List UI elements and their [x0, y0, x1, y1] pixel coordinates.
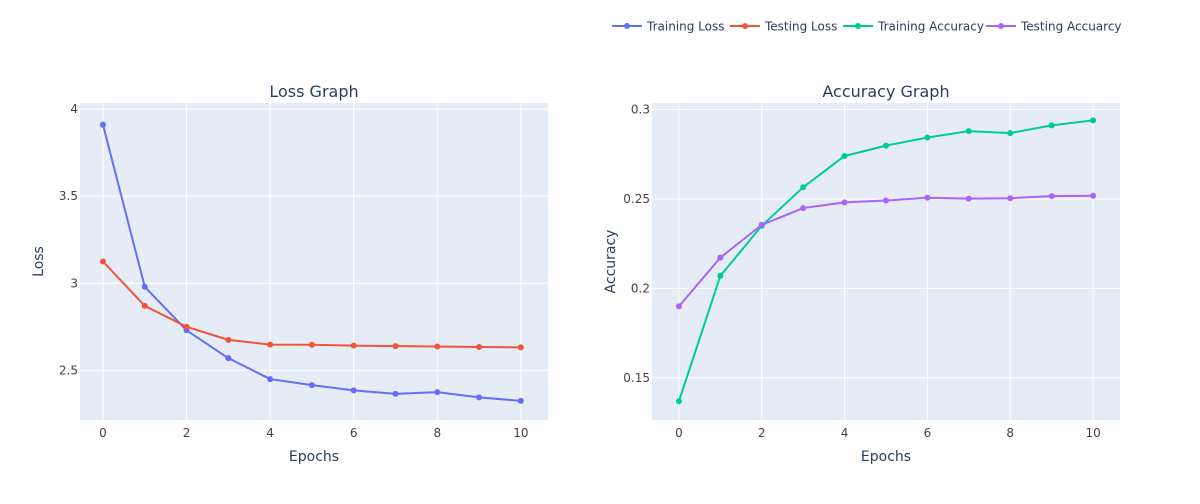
training-accuracy-point[interactable]: [1007, 130, 1014, 137]
loss-x-tick-label: 0: [99, 426, 107, 440]
legend-item[interactable]: Training Accuracy: [843, 20, 984, 34]
testing-loss-point[interactable]: [392, 343, 399, 350]
testing-loss-series: [99, 258, 524, 351]
testing-accuarcy-point[interactable]: [924, 194, 931, 201]
testing-loss-point[interactable]: [350, 342, 357, 349]
loss-y-tick-label: 2.5: [59, 363, 78, 377]
legend-swatch-marker: [998, 23, 1004, 29]
training-loss-point[interactable]: [308, 382, 315, 389]
training-loss-point[interactable]: [476, 394, 483, 401]
testing-loss-point[interactable]: [141, 302, 148, 309]
accuracy-x-axis-label: Epochs: [861, 449, 911, 465]
testing-loss-point[interactable]: [476, 344, 483, 351]
training-accuracy-point[interactable]: [1048, 122, 1055, 129]
legend-item[interactable]: Training Loss: [612, 20, 724, 34]
training-loss-point[interactable]: [141, 283, 148, 290]
training-accuracy-point[interactable]: [883, 142, 889, 149]
training-accuracy-point[interactable]: [800, 184, 807, 191]
testing-loss-point[interactable]: [434, 343, 441, 350]
accuracy-x-tick-label: 8: [1006, 426, 1014, 440]
loss-x-tick-label: 2: [183, 426, 191, 440]
training-accuracy-point[interactable]: [717, 272, 724, 279]
legend-label: Training Loss: [646, 20, 724, 34]
loss-y-tick-label: 3: [70, 276, 78, 290]
testing-loss-point[interactable]: [308, 341, 315, 348]
accuracy-graph-panel: 0 2 4 6 8 10 0.15 0.2 0.25 0.3 Accuracy Graph Epoch…: [603, 82, 1120, 465]
loss-y-tick-label: 3.5: [59, 189, 78, 203]
training-loss-point[interactable]: [517, 397, 524, 404]
training-loss-point[interactable]: [99, 121, 106, 128]
testing-accuarcy-point[interactable]: [758, 221, 765, 228]
training-loss-point[interactable]: [350, 387, 357, 394]
accuracy-y-tick-label: 0.3: [631, 102, 650, 116]
training-loss-series: [99, 121, 524, 404]
training-accuracy-point[interactable]: [1090, 117, 1097, 124]
legend-swatch-marker: [742, 23, 748, 29]
testing-accuarcy-point[interactable]: [965, 195, 972, 202]
legend-item[interactable]: Testing Accuarcy: [986, 20, 1122, 34]
training-accuracy-point[interactable]: [924, 134, 931, 141]
accuracy-chart-title: Accuracy Graph: [822, 82, 949, 101]
testing-accuarcy-point[interactable]: [883, 197, 889, 204]
training-accuracy-point[interactable]: [965, 128, 972, 135]
training-loss-point[interactable]: [267, 376, 274, 383]
accuracy-y-tick-label: 0.25: [623, 192, 650, 206]
legend-swatch-marker: [624, 23, 630, 29]
accuracy-y-tick-label: 0.2: [631, 281, 650, 295]
training-loss-point[interactable]: [434, 389, 441, 396]
accuracy-x-tick-label: 0: [675, 426, 683, 440]
accuracy-x-tick-label: 6: [924, 426, 932, 440]
loss-graph-panel: 0 2 4 6 8 10 2.5 3 3.5 4 Loss Graph Epochs Loss: [31, 82, 548, 465]
loss-y-axis-label: Loss: [31, 246, 47, 277]
loss-chart-title: Loss Graph: [269, 82, 358, 101]
legend-label: Testing Loss: [764, 20, 837, 34]
loss-x-tick-label: 8: [433, 426, 441, 440]
testing-loss-point[interactable]: [267, 341, 274, 348]
testing-loss-point[interactable]: [517, 344, 524, 351]
training-accuracy-point[interactable]: [675, 398, 682, 405]
legend-label: Testing Accuarcy: [1020, 20, 1122, 34]
loss-x-axis-label: Epochs: [289, 449, 339, 465]
legend[interactable]: Training Loss Testing Loss Training Accura…: [612, 20, 1122, 34]
training-loss-point[interactable]: [392, 390, 399, 397]
testing-loss-point[interactable]: [225, 336, 232, 343]
accuracy-y-tick-label: 0.15: [623, 371, 650, 385]
training-accuracy-point[interactable]: [841, 152, 848, 159]
loss-x-tick-label: 4: [266, 426, 274, 440]
legend-swatch-marker: [855, 23, 861, 29]
legend-item[interactable]: Testing Loss: [730, 20, 837, 34]
testing-loss-point[interactable]: [99, 258, 106, 265]
accuracy-x-tick-label: 4: [841, 426, 849, 440]
legend-label: Training Accuracy: [877, 20, 984, 34]
testing-accuarcy-point[interactable]: [841, 199, 848, 206]
testing-accuarcy-series: [675, 192, 1097, 310]
loss-plot-area: [80, 103, 548, 420]
accuracy-x-tick-label: 2: [758, 426, 766, 440]
testing-accuarcy-point[interactable]: [1007, 195, 1014, 202]
training-loss-point[interactable]: [225, 355, 232, 362]
testing-loss-point[interactable]: [183, 323, 190, 330]
loss-x-tick-label: 6: [350, 426, 358, 440]
accuracy-plot-area: [652, 103, 1120, 420]
testing-accuarcy-point[interactable]: [800, 205, 807, 212]
testing-accuarcy-point[interactable]: [717, 254, 724, 261]
loss-y-tick-label: 4: [70, 102, 78, 116]
accuracy-x-tick-label: 10: [1085, 426, 1100, 440]
testing-accuarcy-point[interactable]: [675, 303, 682, 310]
testing-accuarcy-point[interactable]: [1090, 192, 1097, 199]
testing-accuarcy-point[interactable]: [1048, 193, 1055, 200]
accuracy-y-axis-label: Accuracy: [603, 230, 619, 294]
loss-x-tick-label: 10: [513, 426, 528, 440]
